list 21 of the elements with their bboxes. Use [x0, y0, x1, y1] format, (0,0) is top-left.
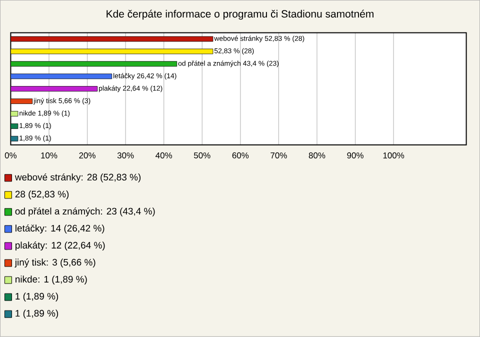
text: nikde: 1 (1,89 %) [16, 276, 87, 285]
x-tick-label: 80% [308, 152, 326, 158]
x-tick-label: 90% [347, 152, 364, 158]
text: 1 (1,89 %) [16, 310, 58, 319]
x-tick-label: 10% [41, 152, 58, 158]
x-tick-label: 20% [79, 152, 96, 158]
x-tick-label: 100% [383, 152, 404, 158]
x-tick-label: 30% [117, 152, 134, 158]
x-tick-label: 60% [232, 152, 249, 158]
x-tick-label: 0% [4, 152, 17, 158]
x-tick-label: 70% [270, 152, 287, 158]
text: plakáty: 12 (22,64 %) [16, 242, 105, 251]
text: od přátel a známých: 23 (43,4 %) [15, 208, 155, 217]
text: 1 (1,89 %) [16, 292, 58, 302]
text: letáčky: 14 (26,42 %) [16, 224, 104, 234]
x-tick-label: 50% [194, 152, 210, 158]
x-tick-label: 40% [156, 152, 172, 158]
chart-title: Kde čerpáte informace o programu či Stadionu samotném [106, 10, 374, 20]
text: 28 (52,83 %) [15, 190, 69, 200]
text: jiný tisk: 3 (5,66 %) [14, 258, 96, 268]
text: webové stránky: 28 (52,83 %) [14, 174, 141, 182]
